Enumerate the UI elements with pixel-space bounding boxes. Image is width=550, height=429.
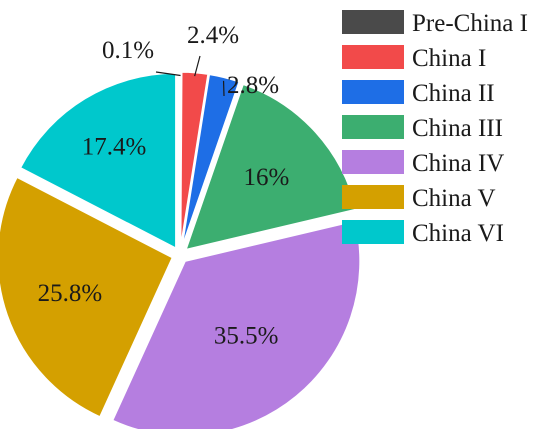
- pie-slice-china-ii: [181, 73, 241, 248]
- pie-slice-china-v: [0, 176, 174, 418]
- pie-slice-china-i: [179, 71, 209, 248]
- slice-label-china-i: 2.4%: [187, 22, 239, 49]
- legend-swatch-china-vi: [342, 220, 404, 244]
- legend-label-china-iii: China III: [412, 115, 503, 142]
- slice-label-china-ii: 2.8%: [227, 72, 279, 99]
- slice-label-china-vi: 17.4%: [82, 134, 147, 161]
- pie-slices: [0, 71, 361, 429]
- legend: Pre-China I China I China II China III China…: [342, 10, 528, 247]
- legend-swatch-china-i: [342, 45, 404, 69]
- slice-label-china-iv: 35.5%: [214, 323, 279, 350]
- legend-label-china-v: China V: [412, 185, 496, 212]
- leader-line-china-i: [194, 55, 201, 77]
- legend-swatch-pre-china-i: [342, 10, 404, 34]
- legend-swatch-china-ii: [342, 80, 404, 104]
- pie-slice-china-iv: [111, 219, 361, 429]
- legend-swatch-china-iv: [342, 150, 404, 174]
- legend-label-china-i: China I: [412, 45, 486, 72]
- leader-line-pre-china-i: [155, 71, 181, 77]
- slice-label-pre-china-i: 0.1%: [102, 37, 154, 64]
- slice-label-china-v: 25.8%: [38, 280, 103, 307]
- pie-slice-china-vi: [19, 72, 177, 250]
- slice-labels: 0.1% 2.4% 2.8% 16% 35.5% 25.8% 17.4%: [38, 22, 290, 350]
- legend-label-china-iv: China IV: [412, 150, 504, 177]
- legend-label-pre-china-i: Pre-China I: [412, 10, 528, 37]
- legend-swatch-china-v: [342, 185, 404, 209]
- legend-swatch-china-iii: [342, 115, 404, 139]
- legend-label-china-vi: China VI: [412, 220, 504, 247]
- slice-label-china-iii: 16%: [243, 164, 289, 191]
- leader-lines: [155, 55, 225, 97]
- legend-label-china-ii: China II: [412, 80, 495, 107]
